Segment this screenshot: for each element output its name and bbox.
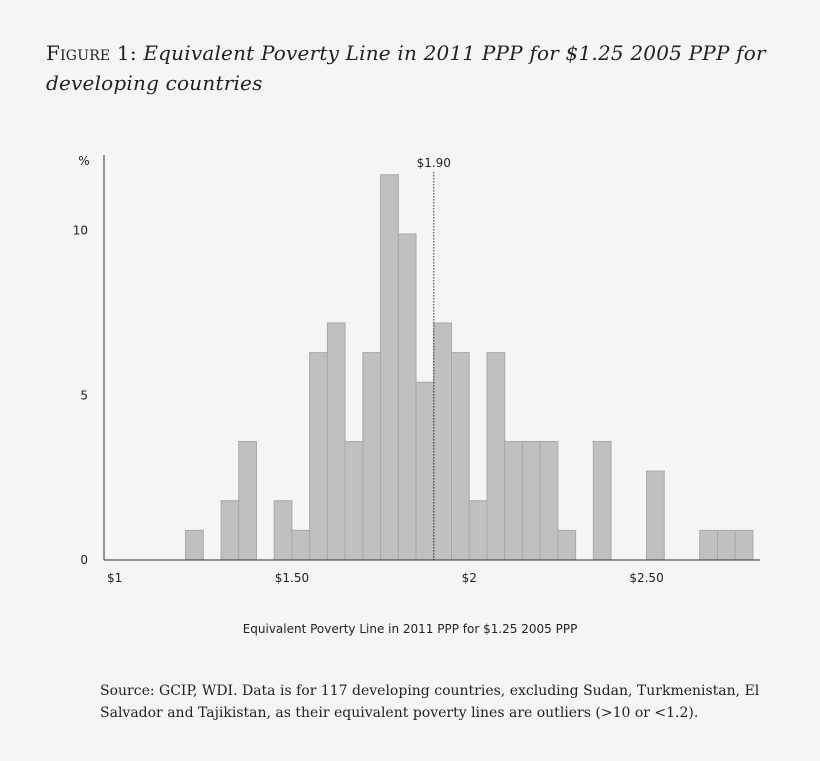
histogram-bar (451, 352, 470, 561)
x-tick-label: $2 (462, 571, 477, 585)
histogram-bar (504, 440, 523, 561)
histogram-bar (380, 174, 399, 561)
histogram-bar (468, 500, 488, 561)
histogram-bar (734, 529, 754, 561)
histogram-bar (220, 500, 240, 561)
figure-title: Equivalent Poverty Line in 2011 PPP for … (46, 41, 766, 95)
source-note: Source: GCIP, WDI. Data is for 117 devel… (100, 683, 760, 721)
histogram-bar (716, 529, 736, 561)
x-tick-label: $1 (107, 571, 122, 585)
histogram-bar (415, 381, 435, 561)
histogram-bar (592, 440, 612, 561)
histogram-bar (433, 322, 453, 561)
histogram-bar (291, 529, 311, 561)
histogram-bar (344, 440, 364, 561)
histogram-bar (699, 529, 718, 561)
histogram-bar (185, 529, 204, 561)
histogram-bar (397, 233, 417, 561)
x-axis-title: Equivalent Poverty Line in 2011 PPP for … (242, 622, 578, 636)
y-tick-label: 5 (80, 388, 88, 402)
histogram-bar (646, 470, 665, 561)
figure-caption: Figure 1: Equivalent Poverty Line in 201… (46, 38, 786, 98)
y-tick-label: 10 (73, 224, 88, 238)
histogram-bar (309, 352, 328, 561)
histogram-bar (486, 352, 506, 561)
histogram-bar (362, 352, 382, 561)
figure-label: Figure 1: (46, 41, 137, 65)
y-axis-unit-label: % (78, 154, 89, 168)
histogram-chart: $1.90% 0 5 10 $1 $1.50 $2 $2.50 (73, 154, 760, 585)
x-tick-label: $1.50 (275, 571, 309, 585)
histogram-bar (557, 529, 577, 561)
histogram-bar (539, 440, 559, 561)
histogram-bar (326, 322, 346, 561)
x-tick-label: $2.50 (629, 571, 663, 585)
y-tick-label: 0 (80, 553, 88, 567)
histogram-bar (238, 440, 257, 561)
histogram-bar (273, 500, 293, 561)
histogram-bar (521, 440, 541, 561)
reference-line-label: $1.90 (417, 156, 451, 170)
